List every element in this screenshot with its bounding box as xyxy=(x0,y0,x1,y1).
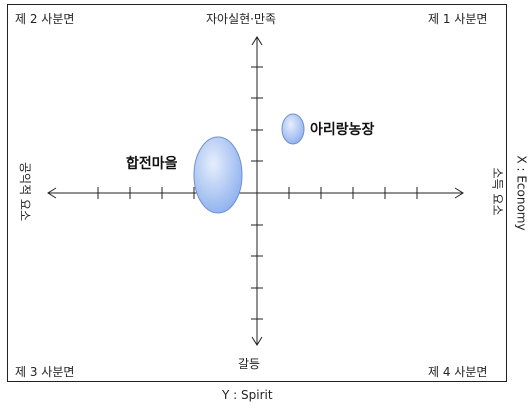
bubble-hapjeon xyxy=(193,136,243,214)
quadrant-4-label: 제 4 사분면 xyxy=(428,365,488,379)
y-axis-top-label: 자아실현·만족 xyxy=(206,12,277,26)
quadrant-2-label: 제 2 사분면 xyxy=(15,12,75,26)
bubble-label-hapjeon: 합전마을 xyxy=(126,156,178,172)
y-axis-bottom-arrow xyxy=(251,336,263,346)
bubble-arirang xyxy=(281,113,305,145)
x-axis-ticks xyxy=(97,187,418,199)
x-axis-caption: X : Economy xyxy=(514,155,529,231)
x-axis-right-label: 소득 요소 xyxy=(490,167,505,216)
quadrant-1-label: 제 1 사분면 xyxy=(428,12,488,26)
x-axis-right-arrow xyxy=(454,187,464,199)
y-axis-caption: Y : Spirit xyxy=(222,388,273,402)
quadrant-3-label: 제 3 사분면 xyxy=(15,365,75,379)
x-axis-left-arrow xyxy=(47,187,57,199)
y-axis-ticks xyxy=(251,66,263,320)
y-axis-bottom-label: 갈등 xyxy=(238,357,261,371)
x-axis-left-label: 공익적 요소 xyxy=(18,161,33,222)
diagram-frame xyxy=(7,4,507,382)
bubble-label-arirang: 아리랑농장 xyxy=(310,122,375,138)
y-axis-top-arrow xyxy=(251,36,263,46)
